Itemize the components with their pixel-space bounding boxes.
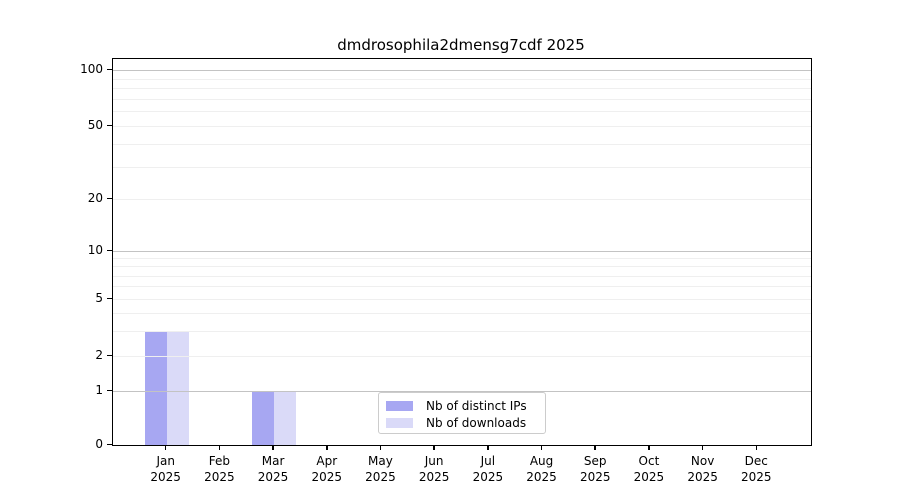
x-tick-label-sep: Sep 2025	[579, 454, 611, 484]
gridline-minor-4	[113, 312, 811, 314]
x-tick-label-dec: Dec 2025	[741, 454, 772, 484]
gridline-major-1	[113, 391, 811, 392]
y-tick-mark-10	[107, 249, 112, 251]
bar-distinct-ips-mar	[252, 391, 275, 445]
x-tick-mark-oct	[648, 445, 650, 450]
gridline-major-100	[113, 70, 811, 71]
gridline-minor-90	[113, 78, 811, 80]
x-tick-mark-jan	[164, 445, 167, 450]
gridline-minor-3	[113, 330, 811, 332]
y-tick-mark-1	[107, 389, 112, 391]
legend-swatch-distinct-ips	[386, 401, 413, 411]
y-tick-mark-5	[107, 297, 112, 299]
y-tick-label-100: 100	[80, 62, 103, 76]
y-tick-mark-2	[107, 354, 112, 356]
legend: Nb of distinct IPs Nb of downloads	[378, 392, 546, 434]
bar-distinct-ips-jan	[144, 330, 167, 445]
legend-swatch-downloads	[386, 418, 413, 428]
y-tick-label-2: 2	[95, 348, 103, 362]
gridline-minor-50	[113, 126, 811, 127]
x-tick-label-mar: Mar 2025	[257, 454, 289, 484]
x-tick-mark-dec	[755, 445, 758, 450]
legend-label-distinct-ips: Nb of distinct IPs	[426, 399, 527, 413]
gridline-minor-60	[113, 111, 811, 113]
legend-label-downloads: Nb of downloads	[426, 416, 527, 430]
gridline-minor-20	[113, 199, 811, 200]
y-tick-label-1: 1	[95, 383, 103, 397]
x-tick-label-oct: Oct 2025	[633, 454, 665, 484]
y-tick-mark-20	[107, 197, 112, 199]
legend-item-distinct-ips: Nb of distinct IPs	[386, 398, 545, 414]
x-tick-label-aug: Aug 2025	[526, 454, 557, 484]
x-tick-label-may: May 2025	[365, 454, 396, 484]
x-tick-mark-nov	[701, 445, 704, 450]
gridline-minor-2	[113, 356, 811, 357]
x-tick-mark-jun	[433, 445, 435, 450]
x-tick-mark-apr	[326, 445, 328, 450]
x-tick-mark-feb	[218, 445, 221, 450]
gridline-minor-30	[113, 166, 811, 168]
x-tick-mark-sep	[594, 445, 596, 450]
gridline-minor-40	[113, 143, 811, 145]
x-tick-label-apr: Apr 2025	[311, 454, 343, 484]
gridline-minor-70	[113, 98, 811, 100]
x-tick-mark-aug	[540, 445, 543, 450]
gridline-minor-5	[113, 299, 811, 300]
x-tick-label-jul: Jul 2025	[472, 454, 504, 484]
y-tick-mark-50	[107, 124, 112, 126]
x-tick-mark-jul	[487, 445, 489, 450]
plot-area: Nb of distinct IPs Nb of downloads	[112, 58, 812, 446]
x-tick-label-jan: Jan 2025	[150, 454, 181, 484]
x-tick-label-jun: Jun 2025	[418, 454, 450, 484]
bar-downloads-jan	[166, 330, 189, 445]
legend-item-downloads: Nb of downloads	[386, 415, 545, 431]
x-tick-label-nov: Nov 2025	[687, 454, 718, 484]
gridline-minor-9	[113, 258, 811, 260]
gridline-minor-6	[113, 286, 811, 288]
x-tick-label-feb: Feb 2025	[204, 454, 235, 484]
y-tick-label-20: 20	[87, 191, 103, 205]
gridline-minor-8	[113, 266, 811, 268]
gridline-minor-7	[113, 275, 811, 277]
y-tick-label-50: 50	[87, 118, 103, 132]
bar-downloads-mar	[274, 391, 297, 445]
x-tick-mark-mar	[272, 445, 274, 450]
y-tick-mark-100	[107, 68, 112, 70]
y-tick-mark-0	[107, 443, 112, 445]
gridline-minor-80	[113, 88, 811, 90]
x-tick-mark-may	[379, 445, 382, 450]
gridline-major-10	[113, 251, 811, 252]
y-tick-label-0: 0	[95, 437, 103, 451]
y-tick-label-5: 5	[95, 291, 103, 305]
y-tick-label-10: 10	[87, 243, 103, 257]
chart-title: dmdrosophila2dmensg7cdf 2025	[337, 36, 585, 54]
